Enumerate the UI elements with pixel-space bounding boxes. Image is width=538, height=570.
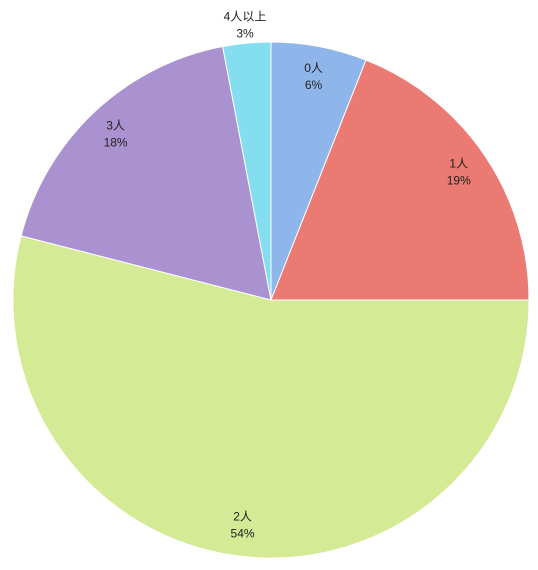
value-label: 54%	[231, 526, 255, 540]
value-label: 3%	[236, 26, 254, 40]
value-label: 6%	[305, 78, 323, 92]
value-label: 19%	[447, 174, 471, 188]
slice-label: 2人	[233, 509, 252, 523]
pie-slice	[12, 235, 530, 559]
value-label: 18%	[104, 136, 128, 150]
pie-slice	[270, 59, 530, 301]
slice-label: 0人	[304, 61, 323, 75]
slice-label: 4人以上	[224, 9, 267, 23]
pie-slice	[20, 45, 272, 301]
slice-label: 3人	[106, 119, 125, 133]
pie-slice	[222, 41, 272, 301]
slice-label: 1人	[449, 157, 468, 171]
